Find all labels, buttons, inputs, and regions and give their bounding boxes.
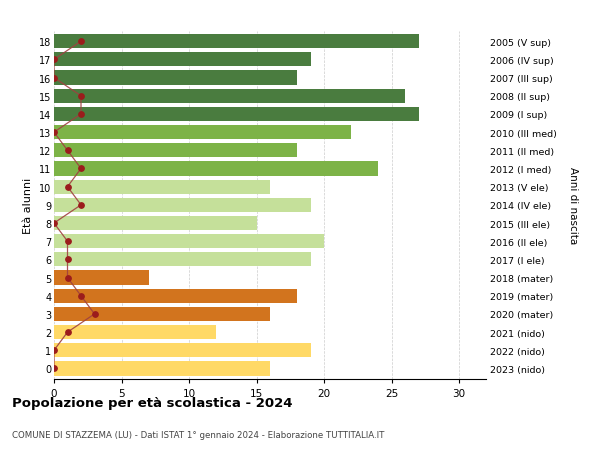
Bar: [54, 362, 270, 376]
Bar: [54, 325, 216, 340]
Point: [76, 39, 86, 46]
Y-axis label: Anni di nascita: Anni di nascita: [568, 167, 578, 244]
Bar: [54, 198, 311, 213]
Point: [63, 184, 73, 191]
Point: [63, 256, 73, 263]
Point: [76, 111, 86, 118]
Point: [76, 202, 86, 209]
Point: [49, 75, 59, 82]
Point: [49, 347, 59, 354]
Text: Popolazione per età scolastica - 2024: Popolazione per età scolastica - 2024: [12, 396, 293, 409]
Point: [49, 129, 59, 136]
Point: [76, 93, 86, 100]
Bar: [54, 343, 311, 358]
Point: [63, 147, 73, 155]
Point: [49, 365, 59, 372]
Point: [90, 311, 100, 318]
Point: [49, 56, 59, 64]
Bar: [54, 217, 257, 230]
Bar: [54, 180, 270, 194]
Point: [63, 238, 73, 246]
Bar: [54, 90, 405, 104]
Bar: [54, 53, 311, 67]
Bar: [54, 144, 297, 158]
Bar: [54, 271, 149, 285]
Text: COMUNE DI STAZZEMA (LU) - Dati ISTAT 1° gennaio 2024 - Elaborazione TUTTITALIA.I: COMUNE DI STAZZEMA (LU) - Dati ISTAT 1° …: [12, 430, 385, 439]
Bar: [54, 35, 419, 49]
Bar: [54, 235, 324, 249]
Y-axis label: Età alunni: Età alunni: [23, 177, 33, 234]
Point: [76, 165, 86, 173]
Bar: [54, 253, 311, 267]
Bar: [54, 162, 378, 176]
Bar: [54, 71, 297, 85]
Point: [63, 329, 73, 336]
Bar: [54, 289, 297, 303]
Point: [76, 292, 86, 300]
Bar: [54, 126, 351, 140]
Bar: [54, 307, 270, 321]
Point: [63, 274, 73, 282]
Bar: [54, 107, 419, 122]
Point: [49, 220, 59, 227]
